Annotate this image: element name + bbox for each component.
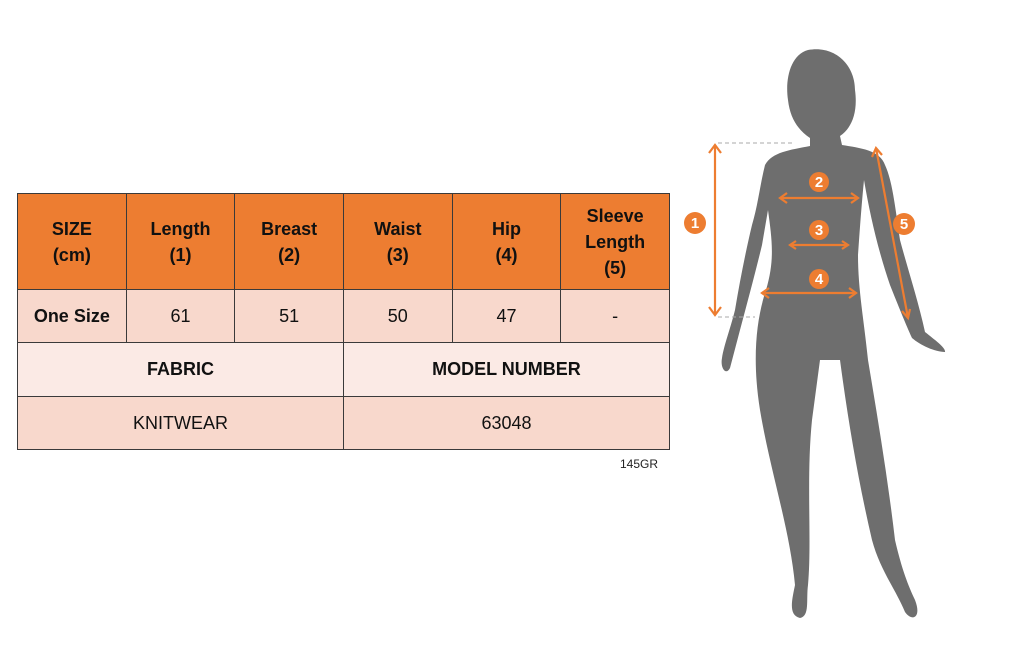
model-number-value: 63048	[342, 396, 671, 450]
size-cell: One Size	[17, 289, 127, 343]
header-text: Sleeve Length (5)	[585, 205, 646, 278]
header-text: SIZE (cm)	[51, 218, 92, 265]
header-text: Hip (4)	[491, 218, 521, 265]
measurement-figure: 1 2 3 4 5	[684, 49, 946, 618]
product-code: 145GR	[620, 457, 659, 471]
header-hip: Hip (4)	[451, 193, 562, 290]
marker-3	[809, 220, 829, 240]
fabric-label: FABRIC	[17, 342, 344, 397]
info-value-row: KNITWEAR 63048	[17, 396, 671, 450]
header-breast: Breast (2)	[234, 193, 344, 290]
marker-label: 5	[900, 216, 908, 233]
marker-4	[809, 269, 829, 289]
marker-5	[893, 213, 915, 235]
marker-1	[684, 212, 706, 234]
header-length: Length (1)	[125, 193, 236, 290]
header-size: SIZE (cm)	[17, 193, 127, 290]
fabric-value: KNITWEAR	[17, 396, 344, 450]
marker-label: 3	[815, 222, 823, 239]
table-row: One Size 61 51 50 47 -	[17, 289, 670, 343]
length-cell: 61	[125, 289, 236, 343]
marker-label: 4	[815, 271, 824, 288]
info-header-row: FABRIC MODEL NUMBER	[17, 342, 671, 397]
sleeve-cell: -	[560, 289, 670, 343]
marker-2	[809, 172, 829, 192]
model-number-label: MODEL NUMBER	[342, 342, 671, 397]
marker-label: 1	[691, 215, 699, 232]
marker-circles	[684, 172, 915, 289]
header-text: Length (1)	[150, 218, 211, 265]
header-text: Waist (3)	[374, 218, 422, 265]
measurement-arrows	[708, 143, 912, 321]
table-header-row: SIZE (cm) Length (1) Breast (2) Waist (3…	[17, 193, 670, 290]
hip-cell: 47	[451, 289, 562, 343]
marker-label: 2	[815, 174, 823, 191]
waist-cell: 50	[342, 289, 453, 343]
header-waist: Waist (3)	[342, 193, 453, 290]
header-text: Breast (2)	[261, 218, 318, 265]
sleeve-arrow	[874, 147, 910, 319]
breast-cell: 51	[234, 289, 344, 343]
header-sleeve-length: Sleeve Length (5)	[560, 193, 670, 290]
silhouette	[721, 49, 946, 618]
size-table: SIZE (cm) Length (1) Breast (2) Waist (3…	[17, 193, 671, 450]
